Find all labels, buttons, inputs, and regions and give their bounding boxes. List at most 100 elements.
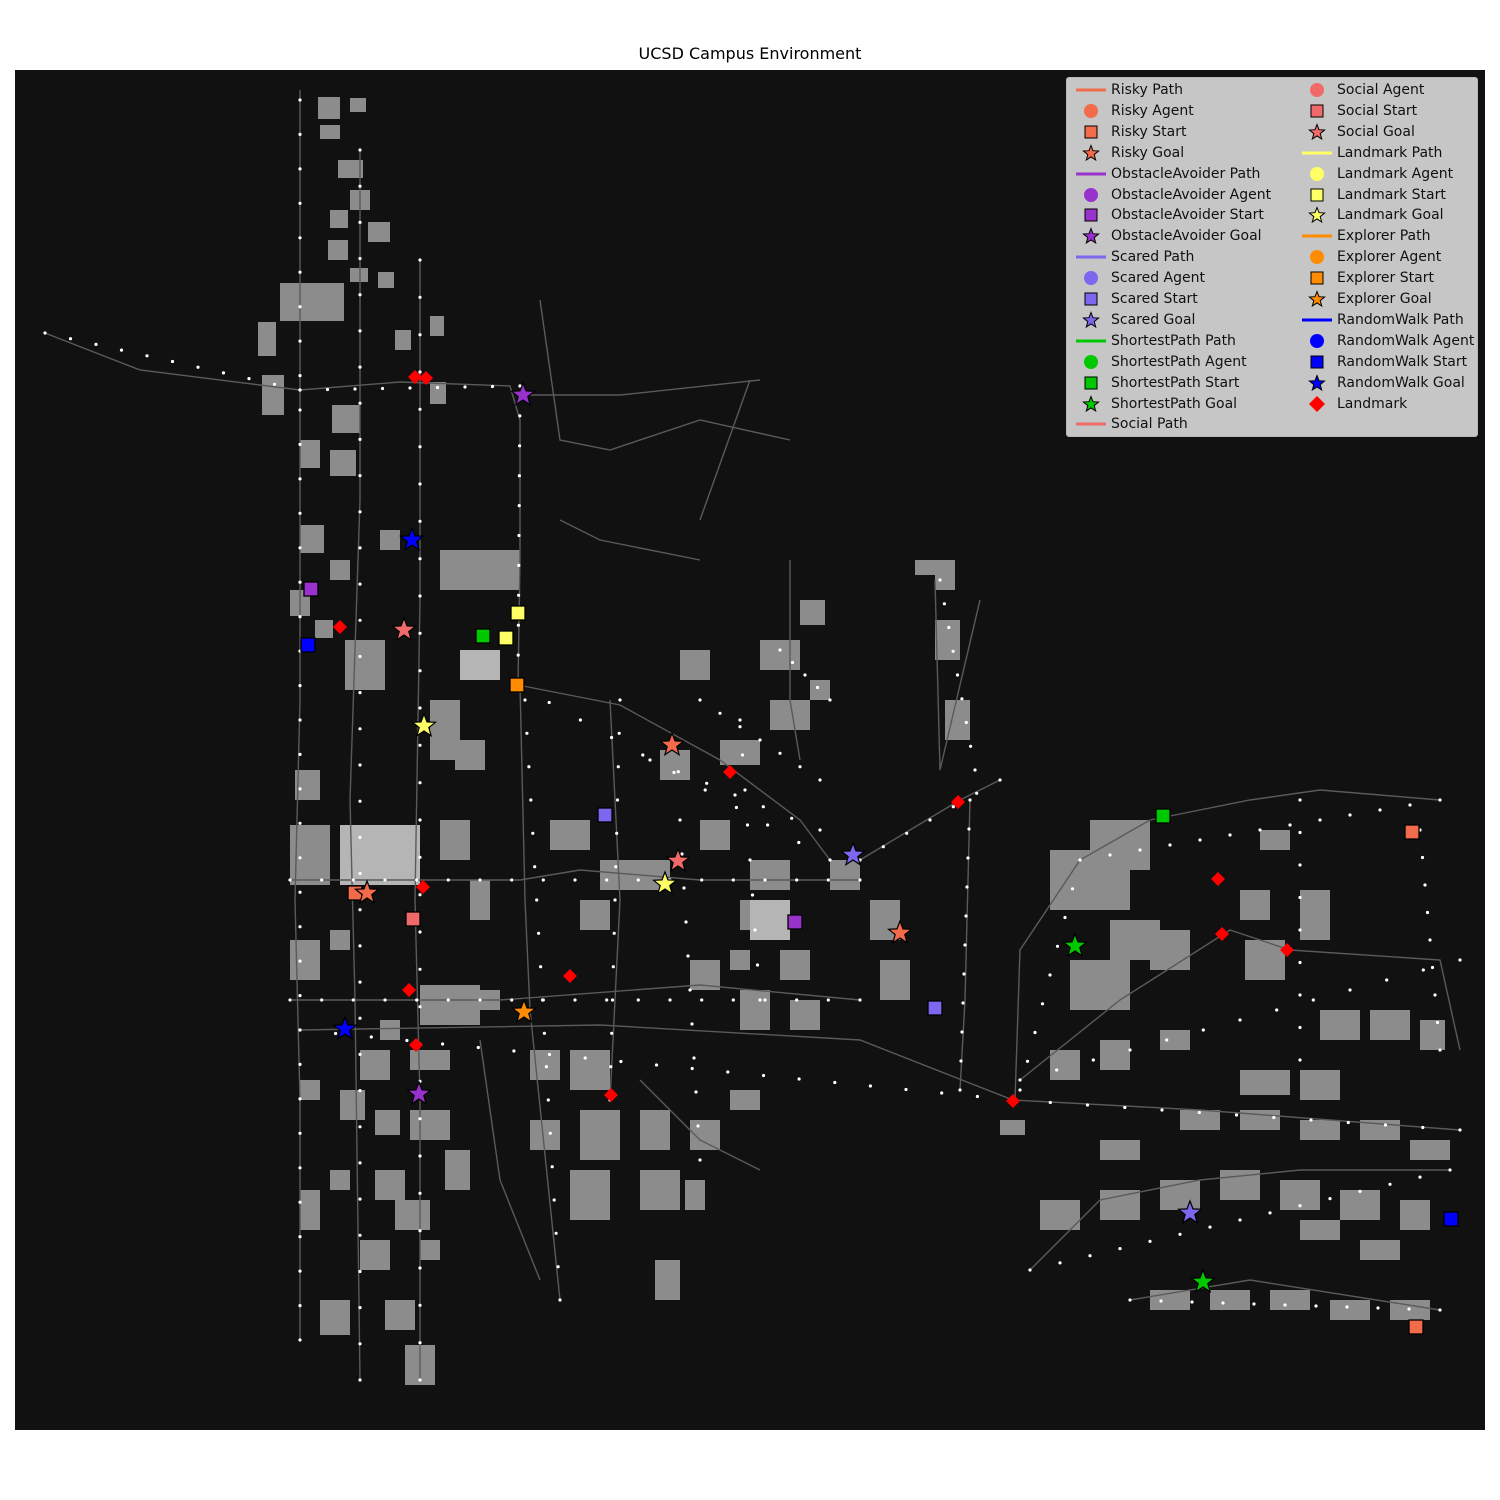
road-node bbox=[750, 893, 755, 897]
plaza-area bbox=[340, 825, 420, 885]
road-node bbox=[942, 602, 947, 606]
road-node bbox=[1198, 838, 1202, 842]
road-node bbox=[418, 1229, 422, 1233]
road-node bbox=[516, 653, 520, 657]
road-node bbox=[510, 998, 514, 1002]
road-nodes-layer bbox=[43, 98, 1462, 1382]
legend-circle-icon bbox=[1071, 101, 1111, 121]
road-node bbox=[418, 930, 422, 934]
road-node bbox=[682, 886, 686, 890]
road-node bbox=[1298, 830, 1302, 835]
road-node bbox=[1383, 1123, 1388, 1127]
road-node bbox=[940, 1091, 944, 1095]
road-node bbox=[615, 798, 620, 802]
legend-label: Risky Start bbox=[1111, 123, 1187, 140]
road-node bbox=[418, 557, 422, 561]
road-node bbox=[967, 827, 971, 831]
road-node bbox=[527, 765, 531, 769]
landmark-marker bbox=[408, 370, 422, 384]
road-node bbox=[828, 698, 832, 702]
road-node bbox=[358, 1016, 362, 1020]
road-node bbox=[288, 998, 292, 1002]
legend-label: Scared Goal bbox=[1111, 311, 1196, 328]
building-footprint bbox=[330, 930, 350, 950]
road-node bbox=[573, 998, 577, 1002]
road-node bbox=[478, 878, 482, 882]
road-node bbox=[358, 727, 362, 731]
road-node bbox=[968, 798, 972, 802]
road-node bbox=[1435, 1020, 1440, 1025]
building-footprint bbox=[440, 550, 520, 590]
building-footprint bbox=[680, 650, 710, 680]
legend-label: Social Path bbox=[1111, 416, 1188, 433]
building-footprint bbox=[1240, 1070, 1290, 1095]
road-node bbox=[119, 348, 124, 352]
building-footprint bbox=[350, 98, 366, 112]
legend-star-icon bbox=[1071, 394, 1111, 414]
legend-item: Social Start bbox=[1297, 101, 1417, 121]
road-node bbox=[418, 1154, 422, 1158]
start-marker bbox=[498, 630, 514, 646]
building-footprint bbox=[790, 1000, 820, 1030]
road-node bbox=[951, 805, 955, 809]
building-footprint bbox=[295, 770, 320, 800]
building-footprint bbox=[640, 1170, 680, 1210]
legend-item: Risky Agent bbox=[1071, 101, 1194, 121]
road-node bbox=[1328, 1197, 1332, 1201]
road-node bbox=[795, 998, 799, 1002]
legend-square-icon bbox=[1071, 373, 1111, 393]
road-node bbox=[795, 878, 799, 882]
road-node bbox=[1418, 1175, 1422, 1179]
building-footprint bbox=[1370, 1010, 1410, 1040]
building-footprint bbox=[1160, 1030, 1190, 1050]
road-node bbox=[546, 1098, 550, 1102]
road-node bbox=[298, 477, 302, 481]
road-node bbox=[418, 258, 422, 262]
road-node bbox=[298, 1304, 302, 1308]
road-node bbox=[778, 648, 782, 652]
building-footprint bbox=[262, 375, 284, 415]
road-node bbox=[358, 944, 362, 948]
road-node bbox=[298, 787, 302, 791]
building-footprint bbox=[378, 272, 394, 288]
road-node bbox=[298, 388, 302, 392]
legend-label: Social Goal bbox=[1337, 123, 1415, 140]
building-footprint bbox=[360, 1050, 390, 1080]
building-footprint bbox=[445, 1150, 470, 1190]
legend-star-icon bbox=[1297, 373, 1337, 393]
road-node bbox=[517, 474, 521, 478]
road-node bbox=[298, 994, 302, 998]
road-node bbox=[1378, 808, 1382, 812]
building-footprint bbox=[300, 1080, 320, 1100]
legend-item: Risky Path bbox=[1071, 80, 1183, 100]
road-node bbox=[965, 885, 969, 889]
road-node bbox=[975, 1094, 980, 1099]
chart-title: UCSD Campus Environment bbox=[638, 44, 862, 63]
building-footprint bbox=[580, 900, 610, 930]
legend-item: RandomWalk Path bbox=[1297, 310, 1464, 330]
road-node bbox=[1128, 1298, 1132, 1302]
building-footprint bbox=[935, 560, 955, 590]
road-node bbox=[612, 931, 616, 935]
road-node bbox=[1283, 1303, 1287, 1307]
building-footprint bbox=[280, 283, 344, 321]
road-node bbox=[408, 386, 412, 390]
road-node bbox=[636, 878, 640, 882]
road-node bbox=[539, 965, 543, 969]
building-footprint bbox=[720, 740, 760, 765]
road-segment bbox=[479, 1039, 541, 1281]
road-node bbox=[975, 791, 979, 795]
legend-label: Scared Agent bbox=[1111, 270, 1206, 287]
road-node bbox=[298, 1338, 302, 1342]
legend-item: Scared Path bbox=[1071, 247, 1194, 267]
goal-marker bbox=[390, 616, 418, 642]
road-node bbox=[298, 1200, 302, 1204]
road-node bbox=[512, 1049, 516, 1053]
goal-marker bbox=[1061, 932, 1089, 958]
road-node bbox=[690, 1022, 694, 1026]
road-node bbox=[298, 305, 302, 309]
start-marker bbox=[787, 914, 803, 930]
road-node bbox=[298, 959, 302, 963]
road-node bbox=[353, 387, 357, 391]
road-node bbox=[648, 758, 652, 762]
